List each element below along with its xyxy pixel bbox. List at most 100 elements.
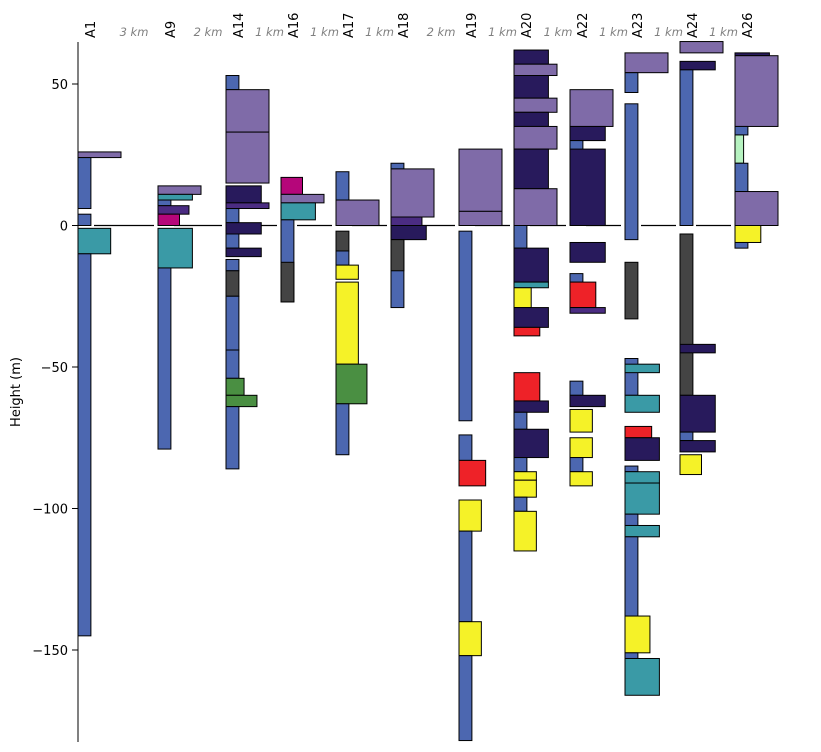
unit-yellow <box>569 408 593 433</box>
unit-navy <box>513 111 549 127</box>
unit-yellow <box>513 510 537 552</box>
well-label: A18 <box>397 13 412 38</box>
unit-navy <box>569 148 606 226</box>
well-column-a18 <box>390 162 435 309</box>
unit-blue <box>624 72 639 93</box>
unit-blue <box>225 233 240 249</box>
unit-lavender <box>335 199 380 226</box>
unit-purple <box>390 216 423 226</box>
unit-teal <box>624 482 660 515</box>
unit-teal <box>280 202 316 221</box>
well-column-a1 <box>77 151 122 637</box>
unit-blue <box>225 406 240 470</box>
unit-yellow <box>513 287 532 309</box>
unit-blue <box>734 125 749 136</box>
unit-lavender <box>513 188 558 227</box>
y-tick-label: −150 <box>32 644 68 659</box>
unit-blue <box>225 349 240 379</box>
distance-label: 1 km <box>544 25 573 39</box>
unit-blue <box>624 652 639 659</box>
unit-gray <box>390 239 405 272</box>
well-label: A20 <box>520 13 535 38</box>
distance-label: 2 km <box>194 25 223 39</box>
unit-lavender <box>458 148 503 212</box>
unit-blue <box>734 241 749 249</box>
unit-navy <box>225 247 262 258</box>
unit-blue <box>679 69 694 226</box>
unit-lavender <box>513 63 558 77</box>
unit-blue <box>225 258 240 272</box>
distance-label: 3 km <box>120 25 149 39</box>
unit-yellow <box>458 499 482 532</box>
well-label: A14 <box>232 13 247 38</box>
unit-mint <box>734 134 745 164</box>
unit-navy <box>513 307 549 328</box>
unit-yellow <box>458 621 482 657</box>
unit-blue <box>225 208 240 224</box>
unit-blue <box>513 457 528 473</box>
unit-lavender <box>513 125 558 150</box>
well-column-a9 <box>157 185 202 450</box>
well-label: A16 <box>287 13 302 38</box>
unit-purple <box>157 205 190 215</box>
distance-label: 1 km <box>255 25 284 39</box>
unit-blue <box>513 496 528 512</box>
unit-red <box>513 372 541 402</box>
well-column-a22 <box>569 89 614 487</box>
unit-blue <box>624 103 639 241</box>
unit-gray <box>225 270 240 297</box>
y-axis-label: Height (m) <box>9 357 24 427</box>
unit-navy <box>679 440 716 453</box>
well-label: A17 <box>342 13 357 38</box>
unit-blue <box>390 162 405 170</box>
unit-navy <box>390 225 427 241</box>
unit-blue <box>77 253 92 637</box>
unit-blue <box>157 267 172 450</box>
unit-navy <box>513 400 549 413</box>
unit-lavender <box>734 191 779 226</box>
unit-navy <box>624 437 660 461</box>
unit-yellow <box>335 264 359 280</box>
unit-lavender <box>679 41 724 54</box>
well-column-a26 <box>734 52 779 249</box>
unit-lavender <box>225 89 270 133</box>
unit-blue <box>157 199 172 207</box>
unit-navy <box>569 241 606 263</box>
unit-blue <box>458 530 473 623</box>
distance-label: 1 km <box>365 25 394 39</box>
well-label: A19 <box>465 13 480 38</box>
unit-lavender <box>513 97 558 113</box>
unit-lavender <box>624 52 669 74</box>
unit-yellow <box>513 471 537 481</box>
distance-label: 1 km <box>599 25 628 39</box>
unit-teal <box>624 471 660 484</box>
y-tick-label: −100 <box>32 503 68 518</box>
unit-teal <box>157 227 193 269</box>
unit-blue <box>513 225 528 249</box>
unit-red <box>513 326 541 337</box>
unit-yellow <box>569 471 593 487</box>
y-tick-label: −50 <box>41 361 68 376</box>
y-tick-label: 50 <box>51 78 68 93</box>
unit-blue <box>624 465 639 473</box>
unit-navy <box>513 148 549 190</box>
unit-blue <box>458 434 473 461</box>
unit-blue <box>225 75 240 91</box>
well-column-a19 <box>458 148 503 742</box>
unit-teal <box>513 281 549 289</box>
y-tick-label: 0 <box>60 220 68 235</box>
unit-lavender <box>157 185 202 195</box>
unit-navy <box>225 185 262 204</box>
well-column-a23 <box>624 52 669 696</box>
unit-blue <box>335 403 350 456</box>
well-column-a16 <box>280 176 325 303</box>
unit-lavender <box>734 55 779 127</box>
unit-navy <box>679 60 716 71</box>
unit-navy <box>513 75 549 99</box>
distance-label: 1 km <box>709 25 738 39</box>
distance-labels: 3 km 2 km 1 km 1 km 1 km 2 km 1 km 1 km 1 km 1 km… <box>120 25 738 39</box>
unit-blue <box>679 431 694 442</box>
unit-blue <box>225 295 240 351</box>
unit-teal <box>157 193 193 201</box>
unit-yellow <box>569 437 593 459</box>
